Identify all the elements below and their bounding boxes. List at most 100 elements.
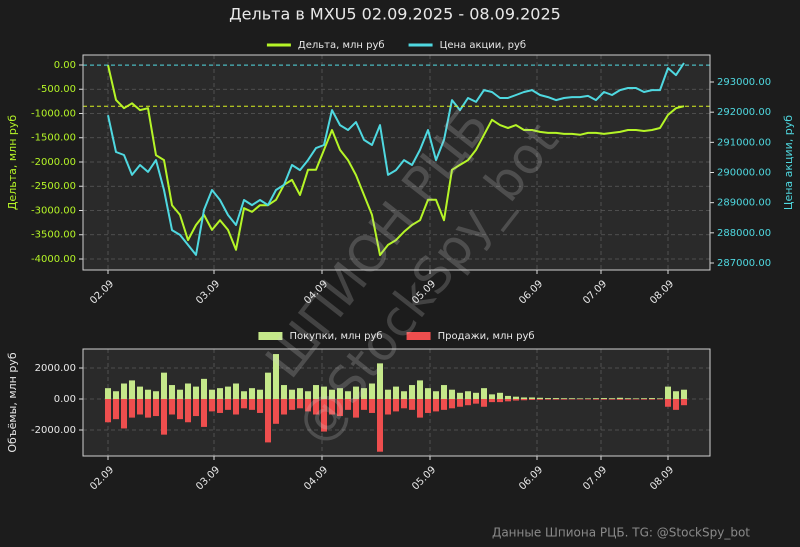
bar (321, 386, 327, 400)
bar (185, 399, 191, 423)
bar (209, 399, 215, 412)
bar (241, 391, 247, 400)
bar (489, 399, 495, 403)
bar (129, 380, 135, 400)
bar (641, 398, 647, 400)
y-tick-label: 2000.00 (35, 363, 76, 374)
bar (665, 399, 671, 407)
bar (369, 383, 375, 400)
bar (313, 399, 319, 415)
bar (593, 399, 599, 400)
bar (433, 399, 439, 412)
bar (281, 385, 287, 400)
y-tick-label: -1500.00 (31, 133, 76, 144)
y-tick-label: 0.00 (54, 60, 76, 71)
bar (321, 399, 327, 432)
bar (241, 399, 247, 409)
bar (609, 398, 615, 400)
bar (601, 398, 607, 400)
bar (625, 398, 631, 400)
bar (177, 399, 183, 420)
bar (233, 383, 239, 400)
bar (177, 389, 183, 400)
bar (337, 399, 343, 417)
bar (425, 399, 431, 413)
y-axis-label: Объёмы, млн руб (6, 352, 19, 452)
bar (569, 398, 575, 400)
bar (417, 399, 423, 418)
bar (105, 399, 111, 423)
x-tick-label: 08.09 (648, 464, 676, 492)
bar (641, 399, 647, 400)
bar (433, 391, 439, 400)
y2-tick-label: 289000.00 (717, 198, 771, 209)
bar (649, 399, 655, 400)
bar (513, 399, 519, 401)
plot-frame (82, 54, 711, 271)
legend-swatch (406, 332, 431, 340)
bar (625, 399, 631, 400)
bar (121, 383, 127, 400)
x-tick-label: 04.09 (302, 464, 330, 492)
footer: Данные Шпиона РЦБ. TG: @StockSpy_bot (492, 526, 750, 540)
y2-tick-label: 291000.00 (717, 137, 771, 148)
bar (593, 398, 599, 400)
bar (529, 397, 535, 400)
bar (553, 399, 559, 400)
bar (561, 398, 567, 400)
bar (113, 399, 119, 420)
x-tick-label: 03.09 (194, 278, 222, 306)
plot-frame (82, 348, 711, 457)
bar (281, 399, 287, 415)
bar (113, 391, 119, 400)
bar (409, 399, 415, 410)
bar (105, 388, 111, 400)
bar (505, 395, 511, 400)
x-tick-label: 02.09 (88, 464, 116, 492)
bar (217, 399, 223, 413)
bar (393, 386, 399, 400)
y2-axis-label: Цена акции, руб (782, 115, 795, 210)
y-tick-label: -3500.00 (31, 230, 76, 241)
bar (585, 398, 591, 400)
y2-tick-label: 287000.00 (717, 258, 771, 269)
y-tick-label: -1000.00 (31, 108, 76, 119)
bar (449, 399, 455, 409)
bar (601, 399, 607, 400)
bar (185, 383, 191, 400)
bar (257, 399, 263, 413)
bar (401, 391, 407, 400)
bar (209, 389, 215, 400)
bar (337, 388, 343, 400)
y2-tick-label: 293000.00 (717, 77, 771, 88)
bar (681, 389, 687, 400)
series-line (107, 62, 685, 256)
bar (265, 399, 271, 443)
bar (169, 399, 175, 415)
bar (305, 391, 311, 400)
bar (121, 399, 127, 429)
bar (193, 399, 199, 417)
y-tick-label: -3000.00 (31, 205, 76, 216)
bar (473, 392, 479, 400)
bar (385, 399, 391, 415)
bar (513, 396, 519, 400)
bar (393, 399, 399, 412)
bar (361, 388, 367, 400)
bar (561, 399, 567, 400)
bar (249, 388, 255, 400)
plot-area (83, 55, 710, 270)
bar (633, 398, 639, 400)
bar (353, 386, 359, 400)
bar (497, 399, 503, 403)
y-tick-label: -4000.00 (31, 254, 76, 265)
bar (201, 399, 207, 427)
x-tick-label: 07.09 (581, 278, 609, 306)
x-tick-label: 02.09 (88, 278, 116, 306)
bar (369, 399, 375, 413)
bar (553, 398, 559, 400)
y-axis-label: Дельта, млн руб (6, 115, 19, 211)
bar (457, 399, 463, 407)
bar (521, 399, 527, 401)
y-tick-label: 0.00 (54, 394, 76, 405)
